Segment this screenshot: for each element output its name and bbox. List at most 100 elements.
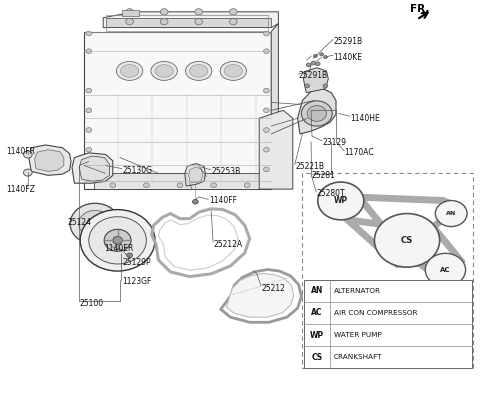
Text: 25212A: 25212A: [214, 240, 243, 249]
Circle shape: [307, 106, 326, 121]
Circle shape: [264, 49, 269, 54]
Circle shape: [89, 217, 146, 264]
Text: CS: CS: [401, 236, 413, 245]
Text: 25212: 25212: [262, 284, 286, 293]
Bar: [304, 280, 472, 368]
Polygon shape: [227, 273, 294, 317]
Polygon shape: [185, 164, 205, 186]
Text: WP: WP: [334, 197, 348, 205]
Circle shape: [86, 128, 92, 132]
Ellipse shape: [120, 65, 139, 77]
Circle shape: [211, 183, 216, 188]
Circle shape: [311, 61, 316, 65]
Polygon shape: [271, 24, 278, 189]
Circle shape: [229, 9, 237, 15]
Circle shape: [323, 84, 328, 88]
Text: 25291B: 25291B: [334, 37, 363, 46]
Circle shape: [315, 62, 320, 66]
Text: AC: AC: [440, 267, 451, 273]
Text: CS: CS: [312, 353, 323, 362]
Text: 25130G: 25130G: [122, 166, 153, 175]
Text: 1140FZ: 1140FZ: [6, 185, 35, 193]
Circle shape: [177, 183, 183, 188]
Circle shape: [80, 210, 155, 271]
Text: 1140ER: 1140ER: [105, 244, 134, 253]
Ellipse shape: [155, 65, 173, 77]
Polygon shape: [79, 156, 109, 181]
Polygon shape: [72, 153, 113, 183]
Polygon shape: [84, 32, 271, 189]
Ellipse shape: [186, 61, 212, 80]
Text: 1170AC: 1170AC: [345, 149, 374, 157]
Text: ALTERNATOR: ALTERNATOR: [334, 288, 381, 294]
Text: 23129: 23129: [323, 138, 347, 147]
Circle shape: [301, 101, 332, 126]
Text: 1123GF: 1123GF: [122, 277, 152, 286]
Text: 1140HE: 1140HE: [350, 114, 380, 123]
Ellipse shape: [220, 61, 247, 80]
Circle shape: [229, 19, 237, 25]
Text: 25280T: 25280T: [317, 190, 346, 198]
Text: FR.: FR.: [410, 4, 430, 14]
Circle shape: [264, 147, 269, 152]
Polygon shape: [94, 173, 262, 189]
Circle shape: [86, 88, 92, 93]
Text: AIR CON COMPRESSOR: AIR CON COMPRESSOR: [334, 310, 418, 316]
Polygon shape: [303, 68, 328, 93]
Circle shape: [264, 88, 269, 93]
Circle shape: [264, 31, 269, 36]
Text: 1140FR: 1140FR: [6, 147, 35, 156]
Circle shape: [86, 31, 92, 36]
Polygon shape: [122, 10, 139, 16]
Circle shape: [144, 183, 149, 188]
Circle shape: [70, 203, 120, 244]
Text: 25281: 25281: [312, 171, 336, 180]
Text: AN: AN: [446, 211, 456, 216]
Text: CRANKSHAFT: CRANKSHAFT: [334, 354, 383, 360]
Circle shape: [324, 56, 327, 59]
Circle shape: [320, 53, 324, 56]
Text: 25221B: 25221B: [295, 162, 324, 171]
Text: WATER PUMP: WATER PUMP: [334, 332, 382, 338]
Text: 1140KE: 1140KE: [334, 53, 362, 61]
Circle shape: [86, 167, 92, 172]
Circle shape: [195, 9, 203, 15]
Circle shape: [313, 54, 317, 58]
Ellipse shape: [117, 61, 143, 80]
Circle shape: [160, 9, 168, 15]
Bar: [302, 173, 473, 368]
Circle shape: [110, 183, 116, 188]
Text: 25124: 25124: [67, 218, 91, 227]
Circle shape: [79, 210, 111, 237]
Circle shape: [86, 49, 92, 54]
Circle shape: [86, 147, 92, 152]
Text: AC: AC: [312, 309, 323, 318]
Text: 25129P: 25129P: [122, 258, 151, 266]
Polygon shape: [189, 167, 203, 183]
Circle shape: [435, 201, 467, 227]
Text: 1140FF: 1140FF: [209, 197, 237, 205]
Circle shape: [126, 19, 133, 25]
Ellipse shape: [151, 61, 178, 80]
Polygon shape: [259, 110, 293, 189]
Ellipse shape: [224, 65, 242, 77]
Circle shape: [264, 167, 269, 172]
Circle shape: [127, 253, 132, 258]
Circle shape: [126, 9, 133, 15]
Circle shape: [86, 108, 92, 113]
Polygon shape: [35, 150, 64, 171]
Circle shape: [374, 214, 440, 267]
Circle shape: [160, 19, 168, 25]
Circle shape: [195, 19, 203, 25]
Text: 25100: 25100: [79, 299, 103, 308]
Polygon shape: [106, 18, 271, 27]
Polygon shape: [29, 145, 71, 175]
Text: WP: WP: [310, 331, 324, 340]
Polygon shape: [158, 215, 238, 270]
Ellipse shape: [190, 65, 208, 77]
Polygon shape: [298, 89, 336, 134]
Circle shape: [425, 253, 466, 286]
Circle shape: [264, 128, 269, 132]
Circle shape: [104, 229, 131, 251]
Polygon shape: [103, 12, 278, 28]
